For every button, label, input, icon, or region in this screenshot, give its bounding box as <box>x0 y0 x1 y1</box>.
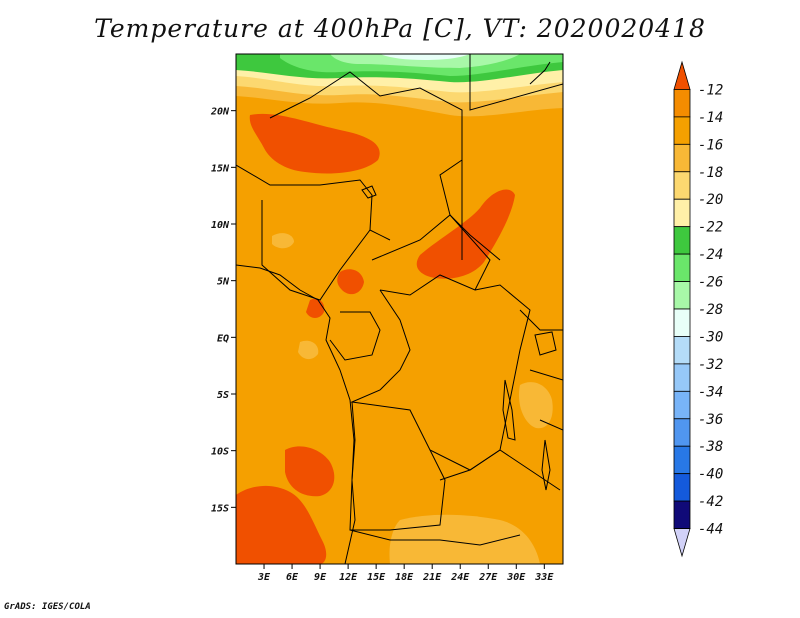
colorbar-swatch <box>673 390 691 420</box>
lake-malawi <box>541 439 551 491</box>
colorbar-swatch <box>673 89 691 118</box>
colorbar-swatch <box>673 226 691 255</box>
lon-tick-label: 12E <box>339 572 358 583</box>
colorbar-label: -18 <box>698 165 723 181</box>
lat-tick-label: 5S <box>217 390 229 401</box>
colorbar-label: -16 <box>698 137 723 153</box>
map-frame <box>235 53 564 565</box>
colorbar-label: -30 <box>698 329 723 345</box>
lat-tick-label: EQ <box>217 333 229 344</box>
colorbar: -12 -14 -16 -18 -20 -22 -24 -26 -28 -30 -32 -34 -36 -… <box>673 60 723 558</box>
colorbar-label: -44 <box>698 522 723 538</box>
red-sea-coast <box>529 61 551 85</box>
field-warm-patch-1 <box>337 269 364 295</box>
colorbar-label: -32 <box>698 357 723 373</box>
field-cool-patch-4 <box>298 340 319 360</box>
lat-tick-label: 5N <box>217 277 230 288</box>
border-zambia <box>439 449 561 491</box>
colorbar-swatch <box>673 116 691 145</box>
border-car <box>371 214 491 296</box>
border-north <box>269 71 463 260</box>
field-warm-southwest <box>236 485 327 564</box>
colorbar-top-arrow <box>673 60 691 90</box>
lat-tick-label: 20N <box>210 107 230 118</box>
field-warm-angola <box>285 446 335 497</box>
field-band-28 <box>330 54 520 68</box>
colorbar-label: -38 <box>698 439 723 455</box>
colorbar-label: -28 <box>698 302 723 318</box>
lat-tick-label: 15N <box>211 163 230 174</box>
border-nigeria-cameroon <box>261 200 391 301</box>
field-cool-patch-1 <box>518 382 553 429</box>
colorbar-label: -36 <box>698 412 723 428</box>
colorbar-swatch <box>673 143 691 173</box>
lon-tick-label: 21E <box>422 572 442 583</box>
lat-tick-label: 15S <box>211 503 229 514</box>
border-niger-nigeria <box>236 164 373 231</box>
lon-tick-label: 27E <box>478 572 498 583</box>
colorbar-label: -42 <box>698 494 723 510</box>
colorbar-label: -24 <box>698 247 723 263</box>
colorbar-swatch <box>673 500 691 529</box>
field-band-30 <box>380 54 470 60</box>
lon-tick-label: 18E <box>395 572 414 583</box>
lake-chad <box>361 185 377 199</box>
colorbar-label: -40 <box>698 467 723 483</box>
lat-tick-label: 10N <box>211 220 230 231</box>
colorbar-label: -26 <box>698 275 723 291</box>
colorbar-swatch <box>673 281 691 310</box>
lat-tick-label: 10S <box>211 447 229 458</box>
colorbar-label: -12 <box>698 82 723 98</box>
border-gabon-congo <box>329 311 381 361</box>
colorbar-label: -34 <box>698 384 723 400</box>
colorbar-swatch <box>673 418 691 447</box>
field-warm-sahel <box>249 113 380 174</box>
colorbar-swatch <box>673 445 691 475</box>
field-cool-patch-3 <box>272 233 294 249</box>
colorbar-swatch <box>673 171 691 200</box>
border-libya-egypt <box>469 54 563 111</box>
coastline-west <box>236 264 356 564</box>
colorbar-label: -14 <box>698 110 723 126</box>
lon-tick-label: 33E <box>534 572 554 583</box>
lon-ticks: 3E 6E 9E 12E 15E 18E 21E 24E 27E 30E 33E <box>257 564 554 583</box>
colorbar-swatch <box>673 253 691 282</box>
colorbar-bottom-arrow <box>673 528 691 558</box>
lake-tanganyika <box>502 379 516 441</box>
colorbar-label: -22 <box>698 220 723 236</box>
colorbar-swatch <box>673 308 691 337</box>
border-east-africa <box>519 309 563 431</box>
field-warm-central <box>416 189 515 279</box>
colorbar-swatch <box>673 198 691 228</box>
colorbar-swatch <box>673 473 691 502</box>
grads-credit: GrADS: IGES/COLA <box>4 602 91 612</box>
colorbar-swatch <box>673 363 691 392</box>
field-warm-patch-2 <box>306 298 325 318</box>
lat-ticks: 20N 15N 10N 5N EQ 5S 10S 15S <box>210 107 236 514</box>
lake-victoria <box>534 331 557 356</box>
lon-tick-label: 9E <box>314 572 327 583</box>
border-namibia <box>349 529 521 546</box>
lon-tick-label: 15E <box>367 572 386 583</box>
lon-tick-label: 30E <box>506 572 526 583</box>
colorbar-swatch <box>673 336 691 365</box>
map-title: Temperature at 400hPa [C], VT: 202002041… <box>94 14 706 43</box>
lon-tick-label: 3E <box>257 572 271 583</box>
field-cool-patch-2 <box>389 514 540 564</box>
border-angola <box>349 401 446 531</box>
lon-tick-label: 24E <box>450 572 470 583</box>
lon-tick-label: 6E <box>286 572 299 583</box>
colorbar-label: -20 <box>698 192 723 208</box>
